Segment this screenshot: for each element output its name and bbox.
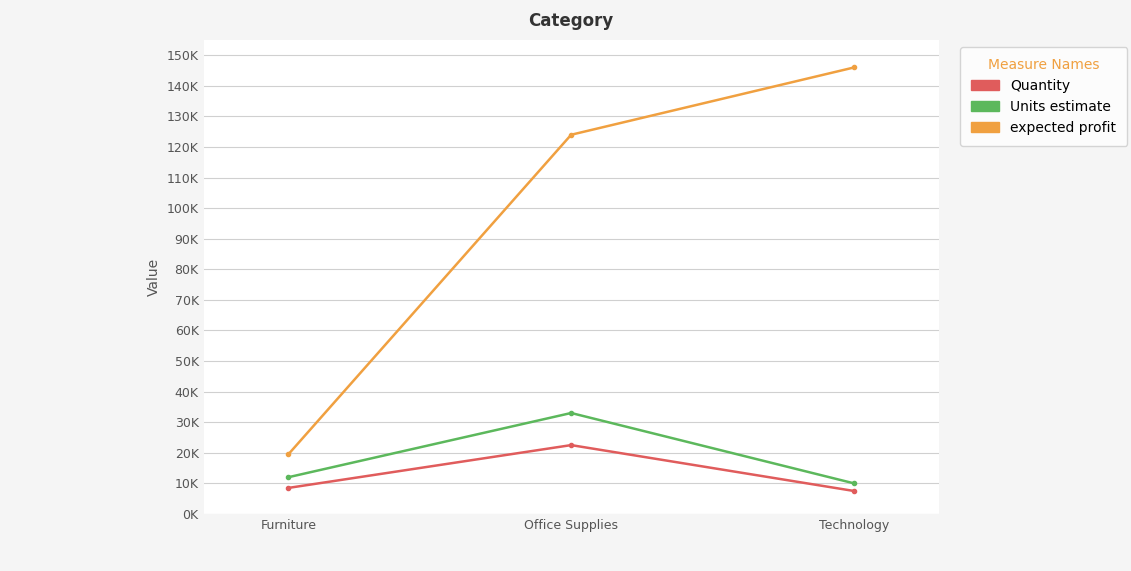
Title: Category: Category xyxy=(528,12,614,30)
Legend: Quantity, Units estimate, expected profit: Quantity, Units estimate, expected profi… xyxy=(960,47,1128,146)
Y-axis label: Value: Value xyxy=(147,258,161,296)
